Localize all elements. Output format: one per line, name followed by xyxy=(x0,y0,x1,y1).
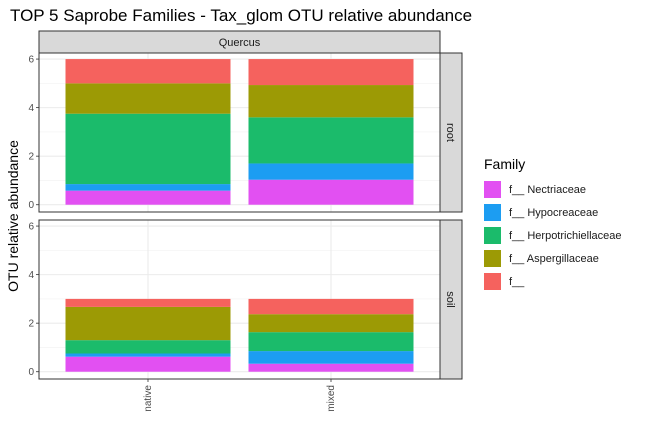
bar-segment xyxy=(65,298,231,307)
bar-segment xyxy=(65,83,231,114)
legend-swatch xyxy=(484,273,501,290)
legend-item: f__ xyxy=(484,270,622,293)
bar-segment xyxy=(65,353,231,357)
legend-label: f__ xyxy=(509,275,525,288)
y-tick-label: 6 xyxy=(28,55,34,66)
bar-segment xyxy=(248,332,414,352)
y-tick-label: 4 xyxy=(28,103,34,114)
bar-segment xyxy=(248,363,414,372)
bar-segment xyxy=(248,298,414,315)
y-tick-label: 0 xyxy=(28,367,34,378)
y-tick-label: 0 xyxy=(28,200,34,211)
legend-label: f__ Nectriaceae xyxy=(509,183,587,196)
bar-segment xyxy=(65,306,231,341)
legend-label: f__ Aspergillaceae xyxy=(509,252,599,265)
y-tick-label: 4 xyxy=(28,270,34,281)
legend-item: f__ Hypocreaceae xyxy=(484,201,622,224)
y-tick-label: 6 xyxy=(28,222,34,233)
x-tick-label: native xyxy=(143,385,154,412)
legend-swatch xyxy=(484,204,501,221)
bar-segment xyxy=(248,117,414,164)
y-axis-label: OTU relative abundance xyxy=(5,140,21,292)
bar-segment xyxy=(248,179,414,205)
bar-segment xyxy=(65,184,231,191)
legend-items: f__ Nectriaceae f__ Hypocreaceae f__ Herpo… xyxy=(484,178,622,293)
bar-segment xyxy=(248,163,414,180)
legend-item: f__ Aspergillaceae xyxy=(484,247,622,270)
row-strip xyxy=(439,52,463,213)
chart-title: TOP 5 Saprobe Families - Tax_glom OTU re… xyxy=(10,6,472,25)
bar-segment xyxy=(65,340,231,354)
bar-segment xyxy=(65,190,231,205)
bar-segment xyxy=(248,351,414,364)
legend-swatch xyxy=(484,181,501,198)
y-tick-label: 2 xyxy=(28,152,34,163)
legend-item: f__ Herpotrichiellaceae xyxy=(484,224,622,247)
row-strip-label: root xyxy=(444,123,456,142)
legend-label: f__ Herpotrichiellaceae xyxy=(509,229,622,242)
legend-swatch xyxy=(484,227,501,244)
y-tick-label: 2 xyxy=(28,319,34,330)
legend: Family f__ Nectriaceae f__ Hypocreaceae f_… xyxy=(484,156,622,293)
plot-area: Quercus 0 2 4 6 root 0 2 4 6 soil native mixed xyxy=(28,30,463,412)
row-strip xyxy=(439,219,463,380)
legend-label: f__ Hypocreaceae xyxy=(509,206,599,219)
bar-segment xyxy=(248,314,414,333)
bar-segment xyxy=(248,85,414,118)
legend-title: Family xyxy=(484,156,526,172)
bar-segment xyxy=(248,59,414,86)
x-tick-label: mixed xyxy=(326,385,337,412)
legend-item: f__ Nectriaceae xyxy=(484,178,622,201)
bar-segment xyxy=(65,59,231,84)
row-strip-label: soil xyxy=(444,291,456,308)
legend-swatch xyxy=(484,250,501,267)
bar-segment xyxy=(65,356,231,372)
column-strip-label: Quercus xyxy=(219,37,261,49)
bar-segment xyxy=(65,113,231,185)
